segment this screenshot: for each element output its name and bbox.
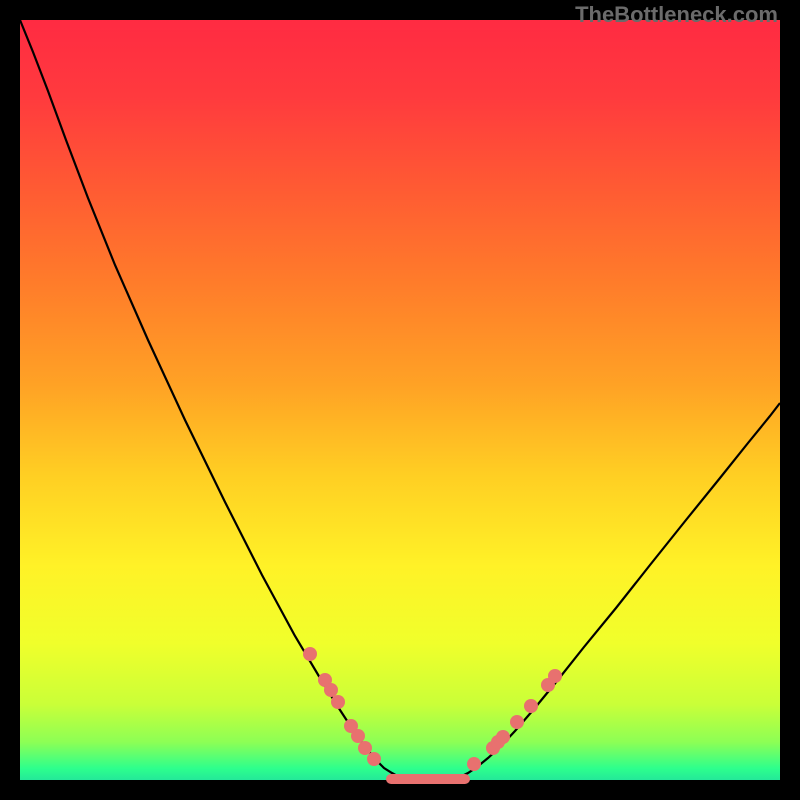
marker-dot	[367, 752, 381, 766]
marker-dot	[303, 647, 317, 661]
gradient-background	[20, 20, 780, 780]
marker-dot	[548, 669, 562, 683]
chart-svg	[0, 0, 800, 800]
marker-dot	[510, 715, 524, 729]
marker-dot	[467, 757, 481, 771]
marker-dot	[358, 741, 372, 755]
marker-dot	[496, 730, 510, 744]
marker-dot	[351, 729, 365, 743]
watermark-text: TheBottleneck.com	[575, 2, 778, 28]
marker-dot	[331, 695, 345, 709]
chart-canvas: TheBottleneck.com	[0, 0, 800, 800]
marker-dot	[324, 683, 338, 697]
marker-dot	[524, 699, 538, 713]
bottom-bar	[386, 774, 470, 784]
